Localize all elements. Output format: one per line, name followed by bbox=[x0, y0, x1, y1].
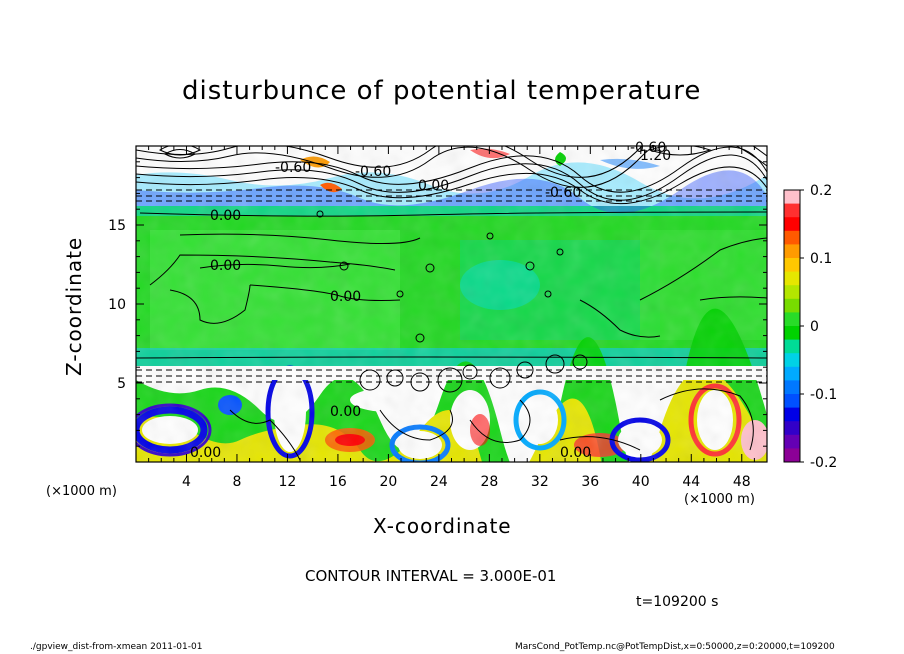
footer-right: MarsCond_PotTemp.nc@PotTempDist,x=0:5000… bbox=[515, 642, 835, 652]
colorbar-segment bbox=[784, 326, 800, 341]
chart-title: disturbunce of potential temperature bbox=[182, 76, 702, 106]
contour-label: -0.60 bbox=[275, 160, 311, 176]
x-tick-label: 36 bbox=[581, 474, 599, 490]
colorbar-segment bbox=[784, 203, 800, 218]
contour-label: 0.00 bbox=[560, 445, 591, 461]
contour-label: 0.00 bbox=[330, 289, 361, 305]
colorbar-tick-label: 0 bbox=[810, 319, 819, 335]
contour-label: 0.00 bbox=[210, 208, 241, 224]
colorbar-segment bbox=[784, 285, 800, 300]
y-axis-label: Z-coordinate bbox=[62, 236, 86, 376]
colorbar-segment bbox=[784, 434, 800, 449]
y-tick-label: 15 bbox=[108, 218, 126, 234]
x-tick-label: 8 bbox=[232, 474, 241, 490]
time-label: t=109200 s bbox=[636, 594, 719, 610]
x-axis-unit-left: (×1000 m) bbox=[46, 484, 117, 499]
y-tick-label: 10 bbox=[108, 297, 126, 313]
colorbar-tick-label: -0.1 bbox=[810, 387, 837, 403]
colorbar-segment bbox=[784, 394, 800, 409]
contour-label: 0.00 bbox=[190, 445, 221, 461]
x-tick-label: 16 bbox=[329, 474, 347, 490]
x-axis-label: X-coordinate bbox=[373, 514, 512, 538]
colorbar-segment bbox=[784, 421, 800, 436]
colorbar-segment bbox=[784, 312, 800, 327]
contour-lines bbox=[136, 146, 767, 461]
colorbar-segment bbox=[784, 407, 800, 422]
contour-number-labels: -0.60-0.601.20-0.600.00-0.600.000.000.00… bbox=[190, 140, 671, 461]
axis-ticks bbox=[135, 145, 768, 463]
colorbar-segment bbox=[784, 271, 800, 286]
contour-label: 1.20 bbox=[640, 148, 671, 164]
colorbar-segment bbox=[784, 230, 800, 245]
colorbar-tick-labels: 0.2 0.1 0 -0.1 -0.2 bbox=[810, 183, 837, 471]
contour-label: 0.00 bbox=[330, 404, 361, 420]
x-tick-label: 12 bbox=[279, 474, 297, 490]
colorbar-tick-label: 0.2 bbox=[810, 183, 832, 199]
contour-label: 0.00 bbox=[418, 178, 449, 194]
footer-left: ./gpview_dist-from-xmean 2011-01-01 bbox=[30, 642, 203, 652]
colorbar-tick-label: 0.1 bbox=[810, 251, 832, 267]
contour-label: 0.00 bbox=[210, 258, 241, 274]
x-tick-label: 20 bbox=[379, 474, 397, 490]
colorbar-segment bbox=[784, 448, 800, 463]
x-tick-label: 24 bbox=[430, 474, 448, 490]
contour-label: -0.60 bbox=[545, 185, 581, 201]
colorbar-segment bbox=[784, 258, 800, 273]
x-tick-label: 4 bbox=[182, 474, 191, 490]
x-tick-label: 44 bbox=[682, 474, 700, 490]
colorbar-segment bbox=[784, 339, 800, 354]
colorbar-segment bbox=[784, 380, 800, 395]
contour-label: -0.60 bbox=[630, 140, 666, 156]
colorbar-segment bbox=[784, 244, 800, 259]
colorbar-segment bbox=[784, 353, 800, 368]
x-tick-label: 40 bbox=[632, 474, 650, 490]
x-tick-label: 28 bbox=[480, 474, 498, 490]
x-axis-unit-right: (×1000 m) bbox=[684, 492, 755, 507]
contour-interval-note: CONTOUR INTERVAL = 3.000E-01 bbox=[305, 567, 557, 585]
heatmap-field bbox=[136, 146, 767, 462]
colorbar-tick-label: -0.2 bbox=[810, 455, 837, 471]
colorbar-segment bbox=[784, 298, 800, 313]
x-tick-label: 32 bbox=[531, 474, 549, 490]
colorbar-segment bbox=[784, 217, 800, 232]
colorbar bbox=[783, 189, 804, 463]
contour-label: -0.60 bbox=[355, 164, 391, 180]
colorbar-segment bbox=[784, 366, 800, 381]
y-tick-label: 5 bbox=[117, 376, 126, 392]
colorbar-segment bbox=[784, 190, 800, 205]
x-tick-label: 48 bbox=[733, 474, 751, 490]
